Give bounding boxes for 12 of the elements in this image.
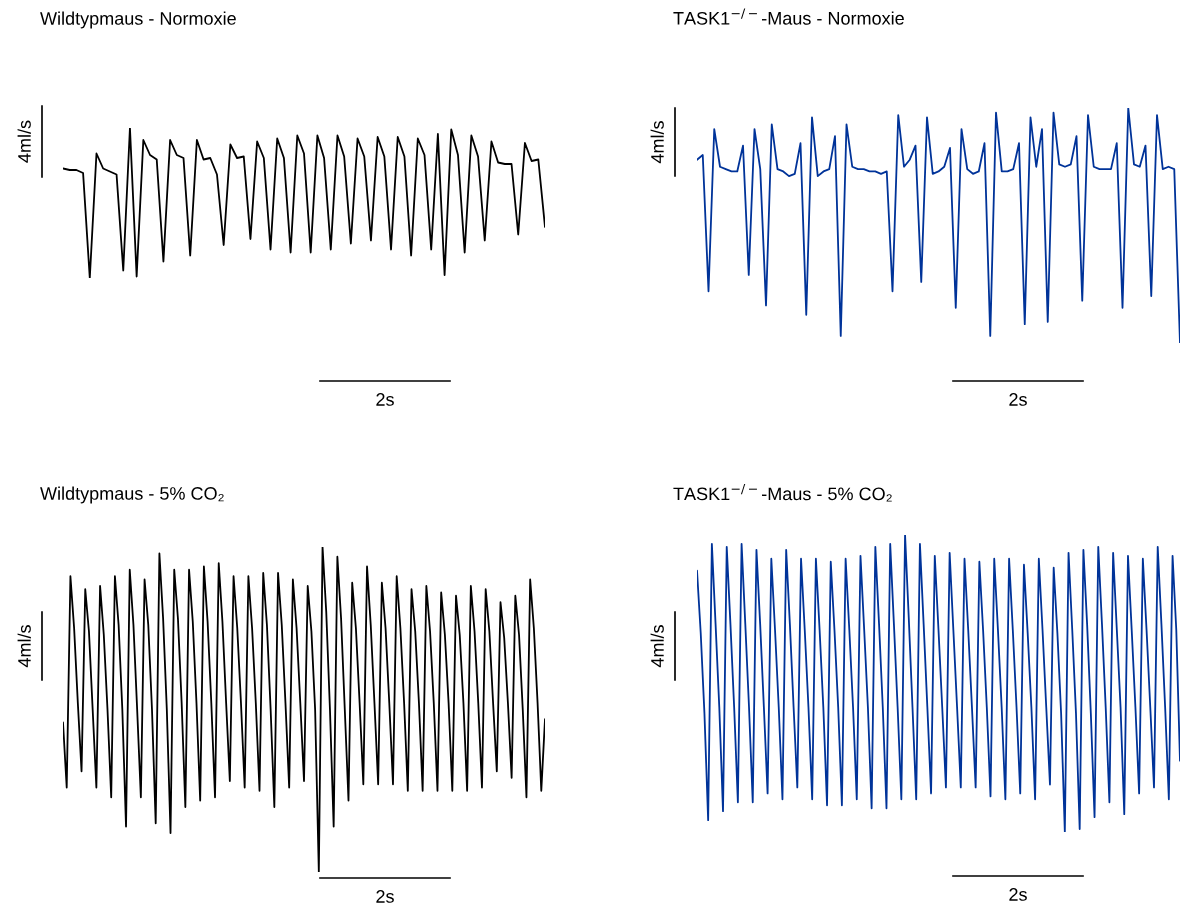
text: 4ml/s <box>650 625 664 668</box>
chart-title: Wildtypmaus - 5% CO₂ <box>40 486 224 504</box>
chart-title: Wildtypmaus - Normoxie <box>40 11 236 29</box>
text: 2s <box>376 393 394 406</box>
text: 4ml/s <box>650 121 664 164</box>
chart-title: TASK1$^{−/−}$-Maus - Normoxie <box>673 8 904 25</box>
text: 2s <box>1009 888 1027 901</box>
text: 4ml/s <box>17 120 31 163</box>
chart-title: TASK1$^{−/−}$-Maus - 5% CO₂ <box>673 483 892 502</box>
text: 2s <box>1009 393 1027 406</box>
text: 2s <box>376 890 394 903</box>
text: 4ml/s <box>17 625 31 668</box>
